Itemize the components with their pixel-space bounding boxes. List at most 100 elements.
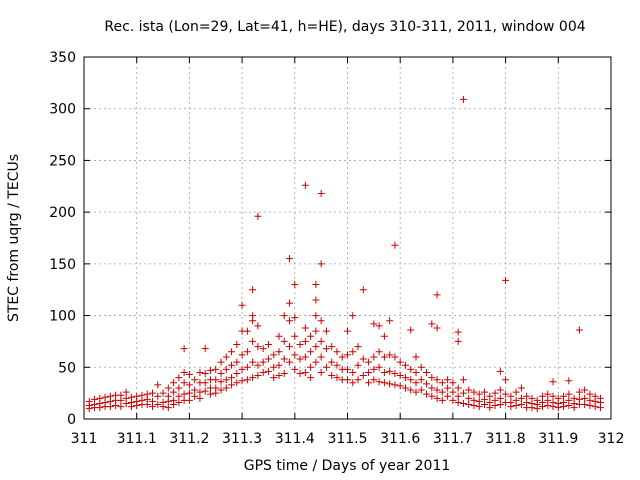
data-point: [481, 388, 489, 396]
data-point: [175, 374, 183, 382]
data-point: [233, 341, 241, 349]
data-point: [243, 376, 251, 384]
data-point: [296, 355, 304, 363]
data-point: [528, 404, 536, 412]
data-point: [180, 379, 188, 387]
data-point: [496, 386, 504, 394]
data-point: [380, 379, 388, 387]
data-point: [470, 388, 478, 396]
data-point: [301, 181, 309, 189]
data-point: [170, 379, 178, 387]
data-point: [407, 365, 415, 373]
data-point: [433, 386, 441, 394]
x-tick-label: 311.5: [327, 431, 367, 447]
data-point: [201, 369, 209, 377]
data-point: [412, 368, 420, 376]
data-point: [465, 394, 473, 402]
data-point: [317, 353, 325, 361]
data-point: [196, 388, 204, 396]
data-point: [201, 387, 209, 395]
data-point: [159, 403, 167, 411]
data-point: [549, 378, 557, 386]
data-point: [359, 286, 367, 294]
data-point: [264, 341, 272, 349]
data-point: [359, 355, 367, 363]
data-point: [386, 351, 394, 359]
data-point: [286, 317, 294, 325]
data-point: [196, 368, 204, 376]
data-point: [354, 343, 362, 351]
data-point: [201, 379, 209, 387]
data-point: [507, 403, 515, 411]
data-point: [185, 371, 193, 379]
data-point: [581, 386, 589, 394]
data-point: [375, 348, 383, 356]
data-point: [496, 401, 504, 409]
data-point: [249, 317, 257, 325]
data-point: [423, 380, 431, 388]
data-point: [554, 404, 562, 412]
data-point: [459, 399, 467, 407]
data-point: [523, 392, 531, 400]
data-point: [433, 394, 441, 402]
data-point: [438, 388, 446, 396]
x-axis-label: GPS time / Days of year 2011: [244, 458, 451, 474]
data-point: [180, 345, 188, 353]
data-point: [154, 381, 162, 389]
data-point: [333, 348, 341, 356]
data-point: [570, 404, 578, 412]
data-point: [233, 358, 241, 366]
data-point: [459, 389, 467, 397]
data-point: [133, 402, 141, 410]
data-point: [544, 390, 552, 398]
data-point: [301, 368, 309, 376]
data-point: [454, 392, 462, 400]
data-point: [391, 353, 399, 361]
data-point: [586, 390, 594, 398]
data-point: [344, 327, 351, 335]
data-point: [412, 353, 420, 361]
data-point: [259, 345, 267, 353]
data-point: [307, 332, 315, 340]
data-point: [122, 388, 130, 396]
data-point: [349, 368, 357, 376]
data-point: [322, 363, 330, 371]
data-point: [549, 403, 557, 411]
data-point: [475, 403, 483, 411]
data-point: [322, 327, 330, 335]
data-point: [407, 376, 415, 384]
data-point: [143, 401, 151, 409]
data-point: [401, 361, 409, 369]
data-point: [365, 368, 373, 376]
data-point: [454, 337, 462, 345]
data-point: [386, 367, 394, 375]
data-point: [560, 403, 568, 411]
data-point: [507, 392, 515, 400]
data-point: [428, 374, 436, 382]
y-tick-label: 350: [49, 50, 76, 66]
data-point: [96, 404, 104, 412]
data-point: [238, 365, 246, 373]
data-point: [496, 367, 504, 375]
data-point: [275, 361, 283, 369]
data-point: [317, 337, 325, 345]
data-point: [538, 403, 546, 411]
data-point: [454, 328, 462, 336]
data-point: [344, 376, 351, 384]
data-point: [280, 369, 288, 377]
data-point: [301, 353, 309, 361]
data-point: [228, 374, 236, 382]
data-point: [486, 392, 494, 400]
y-axis-label: STEC from uqrg / TECUs: [6, 154, 22, 322]
data-point: [396, 358, 404, 366]
data-point: [391, 369, 399, 377]
data-point: [333, 374, 341, 382]
data-point: [396, 382, 404, 390]
data-point: [380, 353, 388, 361]
data-point: [565, 377, 573, 385]
data-point: [222, 365, 230, 373]
data-point: [264, 355, 272, 363]
data-point: [517, 401, 525, 409]
x-tick-label: 311.8: [486, 431, 526, 447]
